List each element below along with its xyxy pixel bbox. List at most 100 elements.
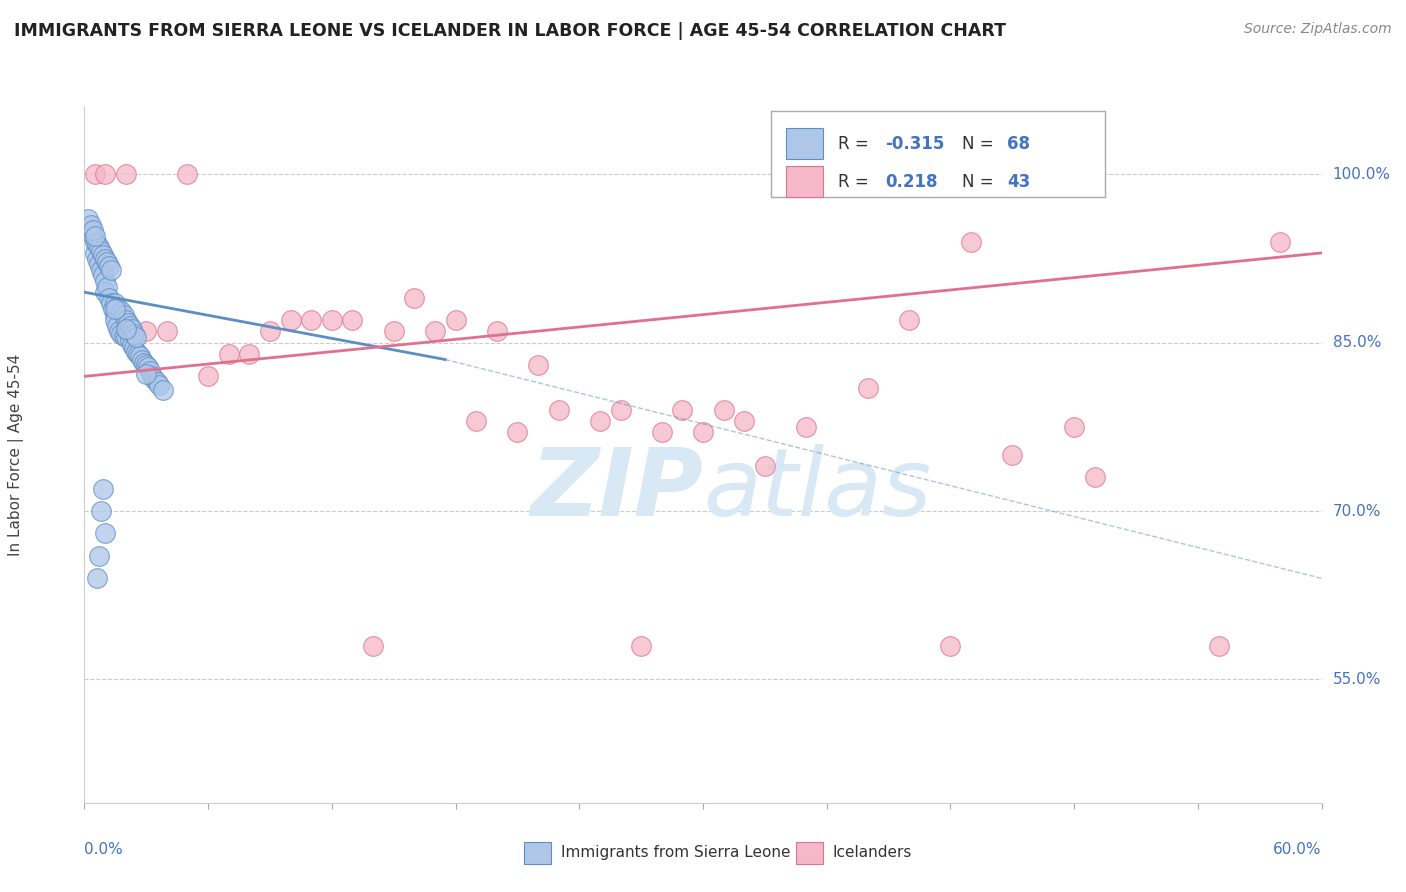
Point (423, 325, 446, 339)
Point (96, 255, 118, 269)
Point (152, 383, 174, 397)
Text: 68: 68 (1007, 135, 1031, 153)
FancyBboxPatch shape (786, 166, 823, 197)
Text: Source: ZipAtlas.com: Source: ZipAtlas.com (1244, 22, 1392, 37)
Point (131, 352, 153, 367)
Text: Icelanders: Icelanders (832, 846, 912, 861)
Point (104, 313, 127, 327)
Point (299, 313, 322, 327)
Point (197, 369, 219, 384)
Point (105, 300, 128, 314)
Point (218, 347, 240, 361)
Point (94, 252, 117, 266)
Point (733, 414, 755, 428)
Point (87, 257, 110, 271)
Point (671, 403, 693, 417)
Text: 55.0%: 55.0% (1333, 672, 1381, 687)
Point (112, 329, 135, 343)
Point (1063, 420, 1085, 434)
Text: -0.315: -0.315 (884, 135, 945, 153)
Point (103, 301, 125, 316)
Point (79, 223, 101, 237)
Point (125, 344, 148, 359)
FancyBboxPatch shape (770, 111, 1105, 197)
Point (129, 349, 152, 363)
Point (939, 639, 962, 653)
Text: In Labor Force | Age 45-54: In Labor Force | Age 45-54 (8, 354, 24, 556)
Point (127, 347, 149, 361)
Text: IMMIGRANTS FROM SIERRA LEONE VS ICELANDER IN LABOR FORCE | AGE 45-54 CORRELATION: IMMIGRANTS FROM SIERRA LEONE VS ICELANDE… (14, 22, 1007, 40)
Point (104, 308, 127, 322)
Text: 0.0%: 0.0% (84, 842, 124, 856)
Point (589, 414, 612, 428)
Point (139, 364, 162, 378)
Point (94, 285, 117, 300)
Point (176, 167, 198, 181)
Point (114, 167, 136, 181)
Point (104, 296, 127, 310)
Point (110, 326, 132, 341)
Point (754, 459, 776, 474)
Point (136, 360, 159, 375)
Point (82, 223, 104, 237)
Point (87, 240, 110, 254)
Point (98, 291, 121, 305)
Text: 85.0%: 85.0% (1333, 335, 1381, 351)
Text: atlas: atlas (703, 444, 931, 535)
Point (94, 167, 117, 181)
Point (94, 526, 117, 541)
Point (259, 325, 281, 339)
Point (82, 229, 104, 244)
Point (114, 313, 136, 327)
Point (118, 334, 141, 348)
Point (1084, 470, 1107, 484)
Point (90, 244, 112, 258)
Point (651, 425, 673, 440)
Point (148, 378, 170, 392)
Point (114, 330, 136, 344)
Point (238, 347, 260, 361)
Point (79, 218, 101, 232)
Point (145, 375, 167, 389)
Point (856, 381, 879, 395)
Point (91, 482, 114, 496)
Point (135, 325, 157, 339)
Text: R =: R = (838, 173, 875, 191)
FancyBboxPatch shape (786, 128, 823, 159)
Point (134, 356, 156, 370)
Point (382, 325, 405, 339)
Point (630, 639, 652, 653)
Point (121, 338, 143, 352)
Text: R =: R = (838, 135, 875, 153)
Point (118, 318, 141, 333)
Point (90, 262, 112, 277)
Point (547, 403, 569, 417)
Point (794, 420, 817, 434)
Text: 0.218: 0.218 (884, 173, 938, 191)
Text: Immigrants from Sierra Leone: Immigrants from Sierra Leone (561, 846, 790, 861)
Point (86, 236, 108, 251)
Point (94, 274, 117, 288)
Text: N =: N = (962, 173, 998, 191)
Point (83, 235, 105, 249)
Point (1208, 639, 1230, 653)
Point (280, 313, 302, 327)
Point (104, 301, 127, 316)
Text: 43: 43 (1007, 173, 1031, 191)
Point (86, 571, 108, 585)
Point (713, 403, 735, 417)
Point (83, 167, 105, 181)
Point (91, 268, 114, 283)
Point (117, 325, 139, 339)
Point (444, 313, 467, 327)
Point (98, 260, 121, 274)
FancyBboxPatch shape (796, 842, 823, 864)
Text: 100.0%: 100.0% (1333, 167, 1391, 182)
Point (609, 403, 631, 417)
Point (485, 325, 508, 339)
Point (100, 296, 122, 310)
Point (527, 358, 550, 372)
Point (96, 279, 118, 293)
Point (135, 358, 157, 372)
Text: N =: N = (962, 135, 998, 153)
